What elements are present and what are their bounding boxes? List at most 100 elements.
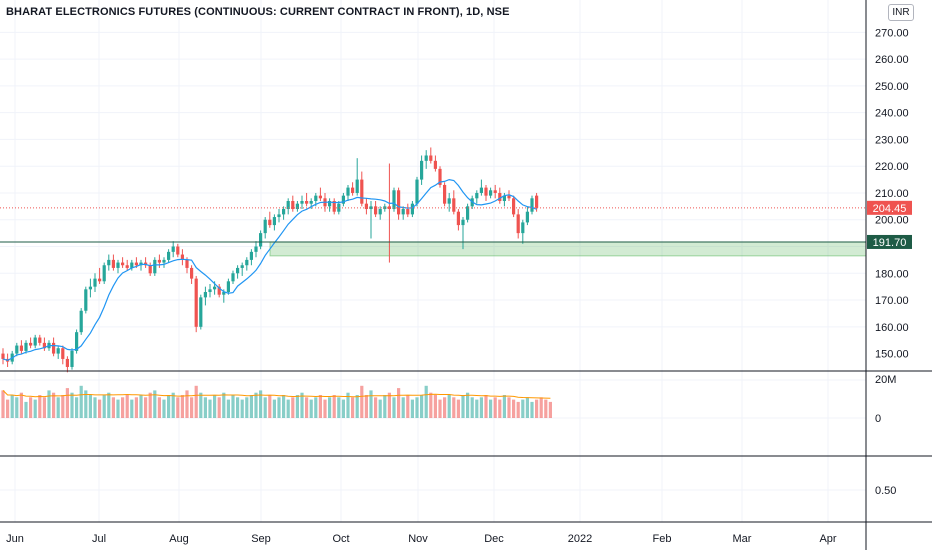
volume-bar: [121, 397, 125, 418]
volume-bar: [240, 399, 244, 418]
price-axis: 270.00 260.00 250.00 240.00 230.00 220.00 210.…: [875, 27, 909, 497]
volume-bar: [52, 392, 56, 418]
volume-bar: [272, 399, 276, 418]
candle-body: [443, 184, 447, 204]
volume-bar: [231, 395, 235, 418]
volume-bar: [98, 399, 102, 418]
candle-body: [65, 358, 69, 367]
candle-body: [79, 310, 83, 333]
candle-body: [466, 206, 470, 220]
candle-body: [222, 292, 226, 295]
volume-bar: [139, 395, 143, 418]
candle-body: [364, 203, 368, 210]
volume-bar: [208, 399, 212, 418]
candle-body: [369, 206, 373, 210]
volume-bar: [259, 390, 263, 418]
candle-body: [84, 289, 88, 311]
volume-bar: [502, 395, 506, 418]
candle-body: [98, 278, 102, 282]
candle-body: [512, 198, 516, 215]
volume-bar: [38, 395, 42, 418]
volume-bar: [1, 390, 5, 418]
candle-body: [420, 160, 424, 180]
candle-body: [300, 201, 304, 204]
candle-body: [29, 342, 33, 346]
candle-body: [19, 345, 23, 351]
candle-body: [15, 345, 19, 354]
volume-bar: [328, 397, 332, 418]
candle-body: [217, 286, 221, 295]
candle-body: [314, 195, 318, 201]
volume-bar: [56, 397, 60, 418]
volume-bar: [369, 390, 373, 418]
time-tick-label: Jul: [92, 533, 106, 545]
candle-body: [424, 155, 428, 161]
candle-body: [305, 201, 309, 204]
candle-body: [111, 259, 115, 268]
volume-bar: [268, 395, 272, 418]
price-badges: 204.45 191.70: [867, 200, 912, 249]
candle-body: [286, 201, 290, 210]
candle-body: [535, 195, 539, 208]
volume-bar: [443, 397, 447, 418]
last-price-label: 204.45: [873, 203, 907, 215]
candle-body: [392, 190, 396, 210]
candle-body: [226, 281, 230, 293]
candle-body: [33, 337, 37, 346]
candle-body: [525, 211, 529, 223]
candle-body: [456, 211, 460, 226]
candle-body: [277, 214, 281, 218]
volume-bar: [171, 392, 175, 418]
time-axis: Jun Jul Aug Sep Oct Nov Dec 2022 Feb Mar Apr: [6, 533, 837, 545]
volume-bar: [420, 395, 424, 418]
candle-body: [208, 289, 212, 293]
candle-body: [332, 201, 336, 212]
candle-body: [493, 190, 497, 193]
volume-bar: [249, 395, 253, 418]
candle-body: [171, 246, 175, 252]
candle-body: [259, 233, 263, 247]
volume-bar: [374, 397, 378, 418]
candle-body: [61, 348, 65, 359]
candle-body: [125, 265, 129, 268]
volume-bar: [438, 399, 442, 418]
candle-body: [272, 217, 276, 226]
volume-bar: [75, 397, 79, 418]
volume-bar: [364, 395, 368, 418]
volume-bar: [10, 395, 14, 418]
price-tick-label: 160.00: [875, 322, 909, 334]
candle-body: [134, 262, 138, 266]
volume-bar: [378, 399, 382, 418]
candle-body: [406, 209, 410, 215]
time-tick-label: Jun: [6, 533, 24, 545]
volume-bar: [61, 395, 65, 418]
candle-body: [231, 273, 235, 282]
candle-body: [438, 168, 442, 185]
price-tick-label: 240.00: [875, 108, 909, 120]
candle-body: [157, 259, 161, 263]
candle-body: [52, 342, 56, 354]
candle-body: [282, 209, 286, 215]
volume-bar: [107, 392, 111, 418]
volume-bar: [360, 385, 364, 418]
volume-bar: [47, 390, 51, 418]
price-moving-average: [2, 178, 537, 361]
candle-body: [203, 292, 207, 298]
time-tick-label: Apr: [819, 533, 836, 545]
candle-body: [452, 198, 456, 212]
volume-bar: [447, 395, 451, 418]
volume-bar: [539, 397, 543, 418]
volume-bar: [300, 392, 304, 418]
currency-button[interactable]: INR: [888, 4, 914, 21]
volume-bar: [102, 395, 106, 418]
volume-bar: [521, 399, 525, 418]
volume-bar: [346, 392, 350, 418]
volume-bar: [203, 397, 207, 418]
candle-body: [387, 206, 391, 210]
price-tick-label: 230.00: [875, 134, 909, 146]
volume-bar: [148, 392, 152, 418]
candle-body: [102, 265, 106, 282]
volume-bar: [470, 397, 474, 418]
price-tick-label: 210.00: [875, 188, 909, 200]
